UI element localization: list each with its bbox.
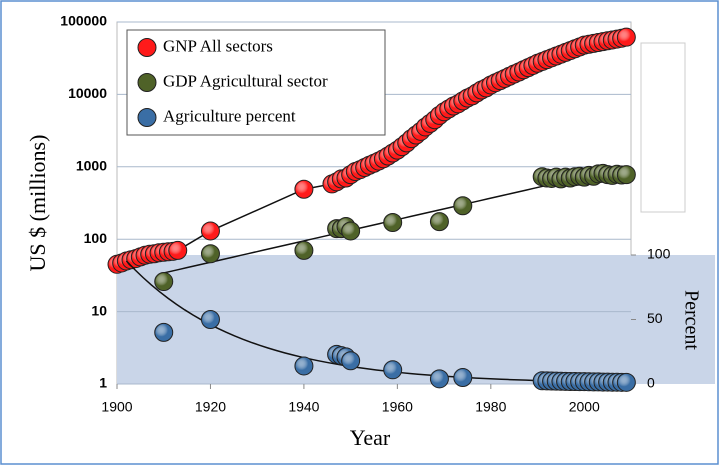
x-tick-label: 1940	[288, 399, 319, 415]
data-point	[294, 179, 314, 199]
data-point	[294, 356, 314, 376]
data-point	[383, 360, 403, 380]
data-point	[200, 310, 220, 329]
y-tick-label: 100	[84, 230, 108, 246]
data-point	[341, 351, 361, 371]
y2-axis-label: Percent	[680, 290, 702, 350]
data-point	[294, 240, 314, 260]
legend-label: Agriculture percent	[163, 106, 296, 125]
y2-tick-label: 50	[647, 310, 663, 326]
x-tick-label: 1980	[475, 399, 506, 415]
y2-tick-label: 0	[647, 375, 655, 391]
data-point	[154, 322, 174, 342]
y2-tick-label: 100	[647, 246, 671, 262]
legend-box	[126, 29, 386, 136]
data-point	[200, 221, 220, 241]
x-tick-label: 2000	[569, 399, 600, 415]
data-point	[200, 244, 220, 264]
legend-marker	[137, 38, 157, 57]
y-tick-label: 1000	[76, 158, 107, 174]
data-point	[154, 272, 174, 292]
y-tick-label: 10000	[68, 85, 107, 101]
data-point	[616, 27, 636, 47]
empty-box	[640, 42, 686, 213]
data-point	[453, 368, 473, 388]
legend-label: GNP All sectors	[163, 36, 273, 55]
x-tick-label: 1900	[101, 399, 132, 415]
x-tick-label: 1960	[382, 399, 413, 415]
legend-marker	[137, 108, 157, 127]
data-point	[429, 369, 449, 389]
data-point	[383, 213, 403, 233]
y-tick-label: 100000	[60, 13, 107, 29]
legend-label: GDP Agricultural sector	[163, 71, 328, 90]
data-point	[453, 196, 473, 216]
data-point	[616, 165, 636, 185]
legend-marker	[137, 73, 157, 92]
data-point	[616, 372, 636, 392]
y-axis-label: US $ (millions)	[25, 135, 50, 272]
data-point	[168, 240, 188, 260]
x-tick-label: 1920	[195, 399, 226, 415]
y-tick-label: 1	[99, 375, 107, 391]
data-point	[341, 221, 361, 241]
data-point	[429, 212, 449, 232]
x-axis-label: Year	[350, 425, 391, 450]
y-tick-label: 10	[91, 302, 107, 318]
